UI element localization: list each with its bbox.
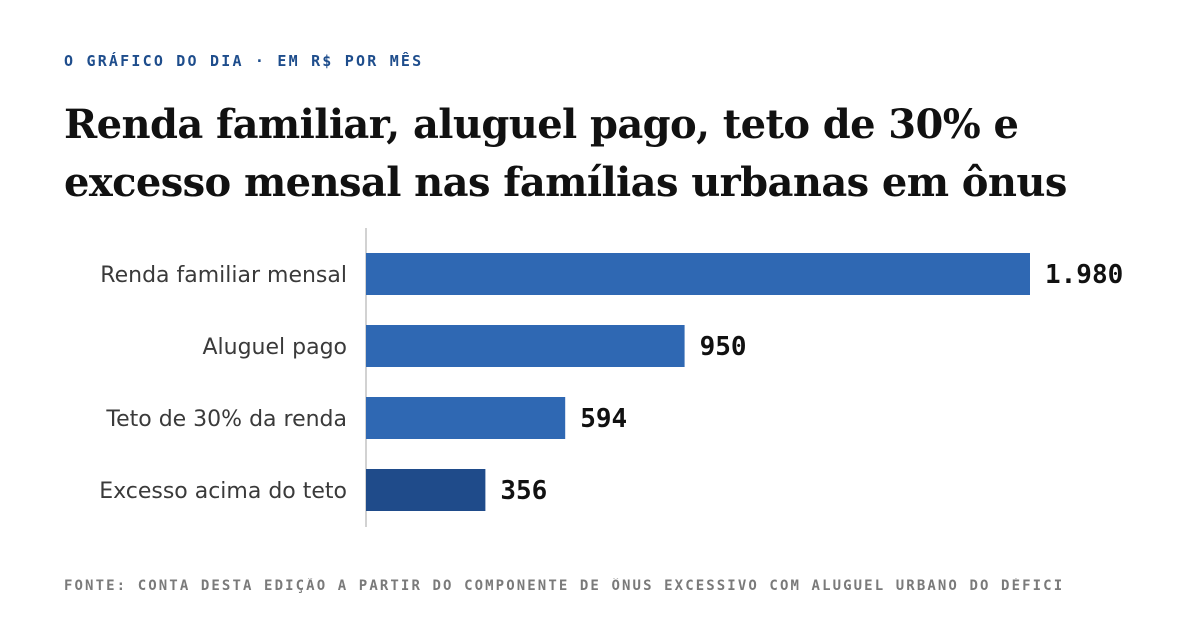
value-label: 594	[580, 404, 627, 434]
category-label: Aluguel pago	[202, 335, 347, 360]
bar	[366, 325, 685, 367]
value-label: 1.980	[1045, 260, 1123, 290]
category-label: Renda familiar mensal	[100, 263, 347, 288]
bar	[366, 253, 1030, 295]
bar-chart: Renda familiar mensal 1.980 Aluguel pago 95…	[0, 226, 1200, 536]
category-label: Excesso acima do teto	[99, 479, 347, 504]
value-label: 356	[500, 476, 547, 506]
source-note: FONTE: CONTA DESTA EDIÇÃO A PARTIR DO CO…	[64, 578, 1065, 594]
value-label: 950	[700, 332, 747, 362]
category-label: Teto de 30% da renda	[105, 407, 347, 432]
bar	[366, 469, 486, 511]
chart-kicker: O GRÁFICO DO DIA · EM R$ POR MÊS	[64, 52, 424, 70]
chart-title: Renda familiar, aluguel pago, teto de 30…	[64, 101, 1067, 206]
bar-chart-svg: Renda familiar mensal 1.980 Aluguel pago 95…	[99, 228, 1123, 527]
bar	[366, 397, 566, 439]
